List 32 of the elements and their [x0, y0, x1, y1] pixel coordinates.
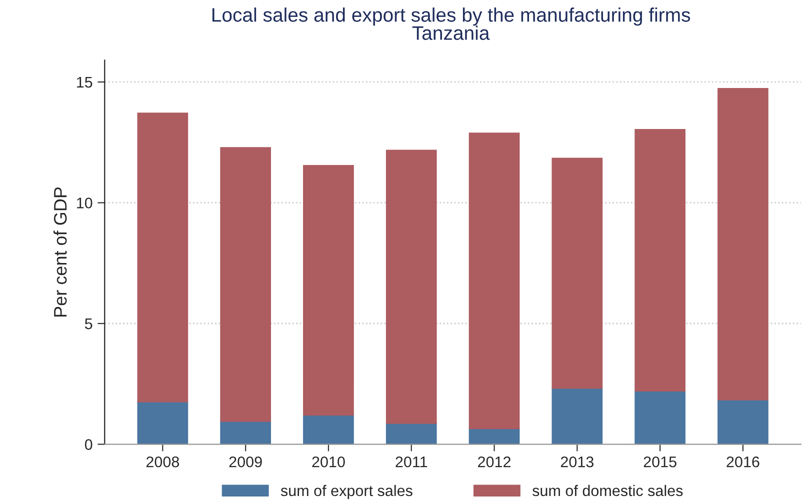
- y-tick-label: 5: [84, 318, 92, 330]
- legend-label: sum of export sales: [280, 484, 412, 500]
- x-tick-label: 2013: [560, 456, 594, 468]
- legend-label: sum of domestic sales: [532, 484, 683, 496]
- x-tick-label: 2011: [396, 456, 428, 468]
- x-tick-label: 2015: [644, 456, 676, 468]
- bar: [220, 147, 271, 422]
- bar: [220, 420, 271, 444]
- y-tick-label: 15: [77, 77, 92, 88]
- bar: [552, 158, 603, 389]
- x-tick-label: 2012: [478, 456, 510, 468]
- bar: [552, 388, 603, 444]
- bar: [386, 150, 437, 424]
- x-tick-label: 2009: [229, 456, 262, 468]
- x-tick-label: 2010: [312, 456, 345, 468]
- bar: [718, 88, 768, 400]
- bar: [303, 164, 354, 416]
- bar: [137, 401, 188, 444]
- bar: [634, 129, 686, 392]
- y-tick-label: 10: [77, 198, 92, 208]
- bar: [468, 132, 520, 430]
- y-axis-title: Per cent of GDP: [53, 187, 67, 316]
- bar: [634, 390, 686, 444]
- bar: [386, 422, 437, 444]
- chart-subtitle: Tanzania: [412, 26, 490, 40]
- y-tick-label: 0: [84, 439, 92, 450]
- bar: [137, 112, 188, 402]
- chart-title: Local sales and export sales by the manufacturing firms: [212, 8, 690, 26]
- bar: [303, 414, 354, 444]
- x-tick-label: 2016: [726, 456, 760, 468]
- bar: [718, 399, 768, 444]
- x-tick-label: 2008: [146, 456, 180, 468]
